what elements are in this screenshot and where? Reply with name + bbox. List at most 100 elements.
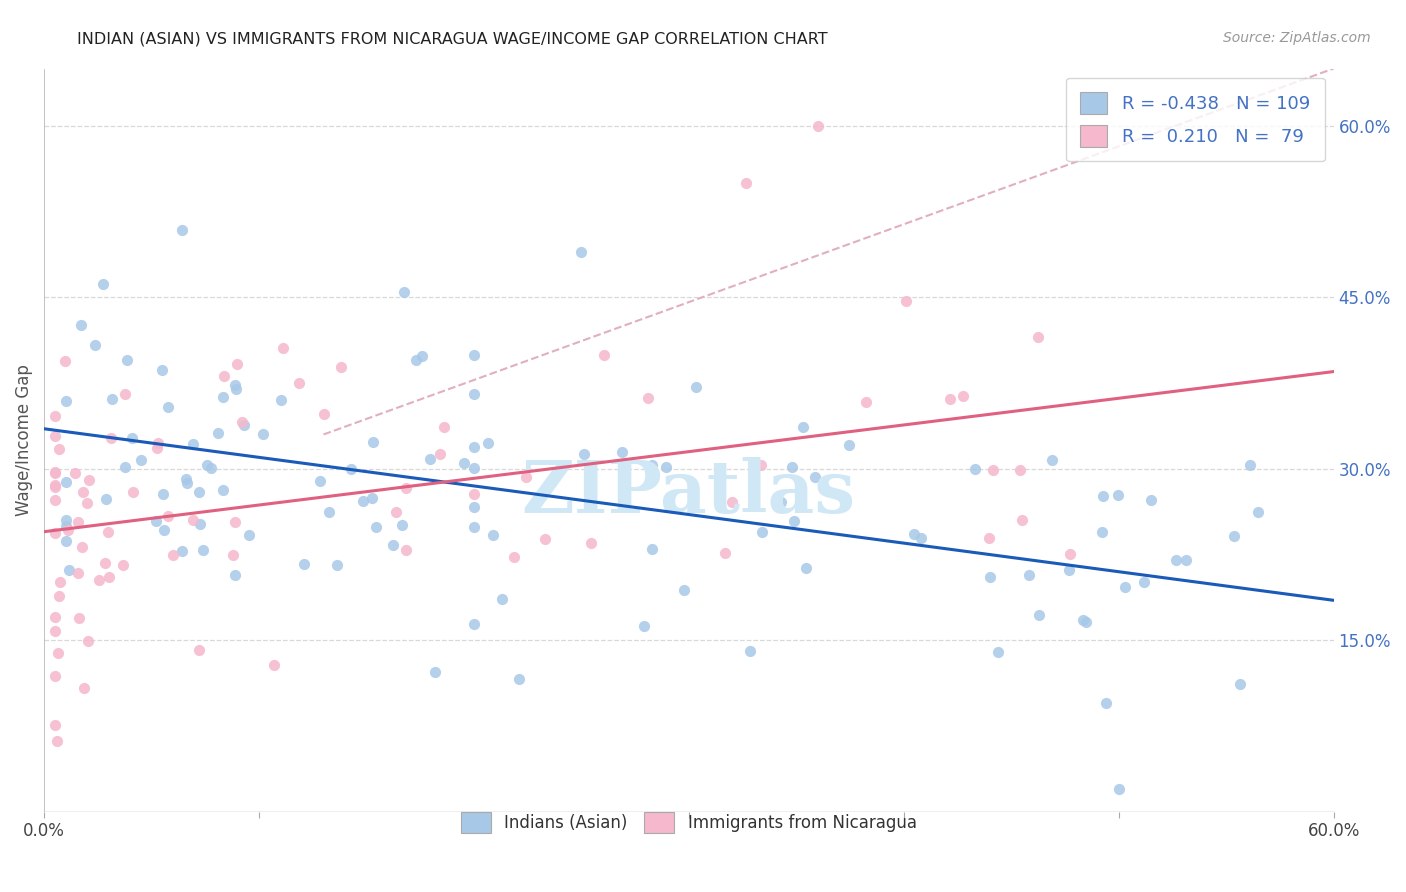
Point <box>896 294 918 309</box>
Point <box>225 382 247 396</box>
Point <box>423 665 446 680</box>
Y-axis label: Wage/Income Gap: Wage/Income Gap <box>15 364 32 516</box>
Point <box>855 394 877 409</box>
Point <box>579 536 602 550</box>
Point <box>94 556 117 570</box>
Point <box>1095 697 1118 711</box>
Point <box>48 589 70 603</box>
Point <box>610 444 633 458</box>
Point <box>508 673 530 687</box>
Point <box>1247 505 1270 519</box>
Point <box>263 657 285 672</box>
Point <box>1010 463 1032 477</box>
Point <box>721 495 744 509</box>
Point <box>672 582 695 597</box>
Point <box>232 417 254 432</box>
Point <box>419 451 441 466</box>
Point <box>714 546 737 560</box>
Point <box>231 415 253 429</box>
Point <box>114 460 136 475</box>
Point <box>1108 782 1130 797</box>
Point <box>146 441 169 455</box>
Point <box>224 378 246 392</box>
Point <box>1107 488 1129 502</box>
Point <box>87 573 110 587</box>
Point <box>48 442 70 456</box>
Point <box>965 461 987 475</box>
Point <box>114 387 136 401</box>
Point <box>44 466 66 480</box>
Point <box>979 570 1001 584</box>
Point <box>1114 580 1136 594</box>
Point <box>292 558 315 572</box>
Point <box>270 392 292 407</box>
Point <box>181 513 204 527</box>
Point <box>987 646 1010 660</box>
Point <box>910 532 932 546</box>
Point <box>792 419 814 434</box>
Point <box>952 389 974 403</box>
Point <box>502 549 524 564</box>
Point <box>429 447 451 461</box>
Point <box>641 458 664 472</box>
Text: INDIAN (ASIAN) VS IMMIGRANTS FROM NICARAGUA WAGE/INCOME GAP CORRELATION CHART: INDIAN (ASIAN) VS IMMIGRANTS FROM NICARA… <box>77 31 828 46</box>
Point <box>72 485 94 500</box>
Point <box>1074 615 1097 630</box>
Point <box>152 486 174 500</box>
Point <box>212 390 235 404</box>
Point <box>44 668 66 682</box>
Point <box>1223 529 1246 543</box>
Point <box>69 611 91 625</box>
Point <box>188 484 211 499</box>
Point <box>1071 614 1094 628</box>
Point <box>318 505 340 519</box>
Point <box>463 461 485 475</box>
Point <box>593 348 616 362</box>
Point <box>463 487 485 501</box>
Point <box>70 541 93 555</box>
Point <box>330 360 353 375</box>
Point <box>46 646 69 660</box>
Point <box>273 342 295 356</box>
Point <box>312 407 335 421</box>
Point <box>637 392 659 406</box>
Point <box>738 644 761 658</box>
Point <box>55 519 77 533</box>
Point <box>73 681 96 696</box>
Point <box>44 717 66 731</box>
Point <box>63 466 86 480</box>
Point <box>121 430 143 444</box>
Point <box>381 538 404 552</box>
Point <box>571 244 593 259</box>
Point <box>55 534 77 549</box>
Point <box>111 558 134 572</box>
Point <box>1229 677 1251 691</box>
Point <box>340 462 363 476</box>
Point <box>200 461 222 475</box>
Point <box>1139 492 1161 507</box>
Point <box>735 176 758 190</box>
Point <box>58 523 80 537</box>
Point <box>433 420 456 434</box>
Point <box>453 456 475 470</box>
Point <box>463 386 485 401</box>
Point <box>58 563 80 577</box>
Point <box>172 544 194 558</box>
Text: Source: ZipAtlas.com: Source: ZipAtlas.com <box>1223 31 1371 45</box>
Point <box>187 642 209 657</box>
Point <box>170 223 193 237</box>
Point <box>939 392 962 406</box>
Point <box>361 434 384 449</box>
Point <box>411 350 433 364</box>
Point <box>751 525 773 540</box>
Point <box>769 494 792 508</box>
Point <box>1164 553 1187 567</box>
Point <box>100 392 122 406</box>
Point <box>804 470 827 484</box>
Point <box>364 519 387 533</box>
Point <box>97 524 120 539</box>
Point <box>482 528 505 542</box>
Point <box>91 277 114 291</box>
Point <box>1091 489 1114 503</box>
Point <box>44 478 66 492</box>
